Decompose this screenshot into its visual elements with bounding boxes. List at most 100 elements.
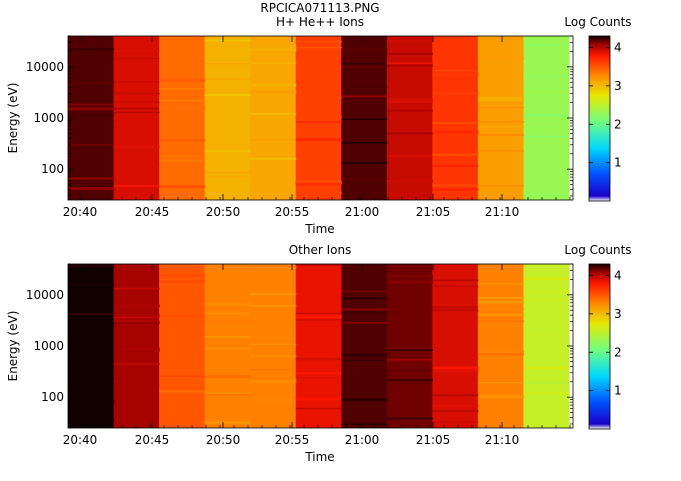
colorbar-tick-label: 1 bbox=[614, 156, 622, 170]
colorbar-tick-label: 1 bbox=[614, 384, 622, 398]
heatmap-stripe bbox=[523, 70, 570, 73]
heatmap-stripe bbox=[159, 390, 206, 393]
heatmap-stripe bbox=[386, 132, 433, 135]
x-tick-label: 21:05 bbox=[416, 205, 451, 219]
heatmap-stripe bbox=[159, 159, 206, 163]
heatmap-stripe bbox=[523, 44, 570, 46]
heatmap-stripe bbox=[477, 120, 525, 123]
heatmap-stripe bbox=[250, 266, 297, 268]
heatmap-stripe bbox=[204, 325, 251, 329]
heatmap-stripe bbox=[432, 306, 479, 308]
heatmap-stripe bbox=[68, 126, 115, 128]
heatmap-stripe bbox=[250, 113, 297, 115]
heatmap-stripe bbox=[386, 378, 433, 382]
heatmap-stripe bbox=[477, 107, 525, 109]
heatmap-stripe bbox=[68, 103, 115, 106]
heatmap-stripe bbox=[250, 293, 297, 295]
heatmap-stripe bbox=[204, 149, 251, 153]
heatmap-stripe bbox=[523, 123, 570, 125]
heatmap-stripe bbox=[113, 57, 160, 60]
heatmap-stripe bbox=[386, 417, 433, 420]
heatmap-stripe bbox=[341, 398, 388, 401]
heatmap-stripe bbox=[159, 331, 206, 333]
heatmap-stripe bbox=[432, 122, 479, 124]
heatmap-stripe bbox=[477, 353, 525, 356]
x-tick-label: 20:40 bbox=[63, 205, 98, 219]
heatmap-stripe bbox=[386, 155, 433, 157]
colorbar-ticks: 1 2 3 4 bbox=[589, 269, 622, 398]
y-axis: 100 1000 10000 bbox=[26, 35, 573, 197]
heatmap-stripe bbox=[159, 185, 206, 188]
heatmap-stripe bbox=[68, 411, 115, 413]
heatmap-stripe bbox=[432, 404, 479, 408]
heatmap-stripe bbox=[68, 377, 115, 379]
heatmap-stripe bbox=[341, 290, 388, 293]
heatmap-stripe bbox=[68, 177, 115, 180]
heatmap-stripe bbox=[113, 314, 160, 317]
heatmap-stripe bbox=[295, 318, 342, 321]
heatmap-stripe bbox=[250, 46, 297, 48]
heatmap-stripe bbox=[523, 329, 570, 332]
heatmap-stripe bbox=[386, 274, 433, 276]
colorbar-label: Log Counts bbox=[564, 243, 631, 257]
colorbar-ticks: 1 2 3 4 bbox=[589, 41, 622, 170]
heatmap-column bbox=[250, 36, 297, 200]
heatmap-stripe bbox=[432, 69, 479, 72]
heatmap-stripe bbox=[295, 183, 342, 186]
heatmap-stripe bbox=[68, 48, 115, 51]
heatmap-stripe bbox=[159, 88, 206, 90]
x-axis-label: Time bbox=[304, 222, 334, 236]
x-tick-label: 21:00 bbox=[345, 433, 380, 447]
panel-h-he-ions: H+ He++ Ions Log Counts 100 1000 10000 20:… bbox=[6, 15, 632, 236]
heatmap-stripe bbox=[250, 266, 297, 269]
heatmap-stripe bbox=[113, 100, 160, 104]
heatmap-stripe bbox=[295, 47, 342, 49]
heatmap-stripe bbox=[295, 96, 342, 99]
heatmap-stripe bbox=[250, 83, 297, 87]
heatmap-stripe bbox=[159, 335, 206, 338]
heatmap-stripe bbox=[432, 165, 479, 167]
panel-other-ions: Other Ions Log Counts 100 1000 10000 20:40… bbox=[6, 243, 632, 464]
heatmap-stripe bbox=[295, 372, 342, 375]
heatmap-stripe bbox=[295, 357, 342, 361]
heatmap-stripe bbox=[341, 142, 388, 144]
heatmap-stripe bbox=[432, 421, 479, 423]
heatmap-stripe bbox=[295, 377, 342, 379]
heatmap-stripe bbox=[68, 400, 115, 404]
heatmap-stripe bbox=[295, 180, 342, 183]
colorbar-gradient bbox=[588, 263, 611, 430]
heatmap-stripe bbox=[295, 397, 342, 401]
heatmap-stripe bbox=[204, 176, 251, 178]
x-tick-label: 20:40 bbox=[63, 433, 98, 447]
heatmap-stripe bbox=[250, 48, 297, 52]
heatmap-stripe bbox=[386, 98, 433, 100]
heatmap-stripe bbox=[523, 61, 570, 64]
heatmap-stripe bbox=[204, 63, 251, 65]
heatmap-stripe bbox=[295, 138, 342, 141]
heatmap-stripe bbox=[523, 330, 570, 334]
heatmap-column bbox=[477, 36, 525, 200]
heatmap-stripe bbox=[432, 184, 479, 187]
heatmap-stripes bbox=[68, 264, 570, 425]
heatmap-stripe bbox=[250, 343, 297, 345]
heatmap-stripe bbox=[341, 141, 388, 143]
heatmap-stripe bbox=[159, 315, 206, 317]
heatmap-stripe bbox=[523, 291, 570, 293]
heatmap-stripe bbox=[204, 375, 251, 378]
heatmap-stripe bbox=[159, 274, 206, 277]
heatmap-stripe bbox=[113, 145, 160, 148]
heatmap-stripe bbox=[68, 418, 115, 422]
heatmap-stripe bbox=[295, 121, 342, 123]
heatmap-stripe bbox=[341, 322, 388, 324]
heatmap-column bbox=[432, 264, 479, 428]
heatmap-column bbox=[113, 264, 160, 428]
heatmap-column bbox=[341, 264, 388, 428]
heatmap-stripe bbox=[341, 359, 388, 361]
heatmap-stripe bbox=[204, 302, 251, 306]
heatmap-column bbox=[477, 264, 525, 428]
heatmap-stripe bbox=[477, 134, 525, 136]
heatmap-stripe bbox=[341, 86, 388, 88]
heatmap-stripe bbox=[204, 50, 251, 54]
heatmap-stripe bbox=[432, 153, 479, 156]
heatmap-stripe bbox=[341, 423, 388, 425]
